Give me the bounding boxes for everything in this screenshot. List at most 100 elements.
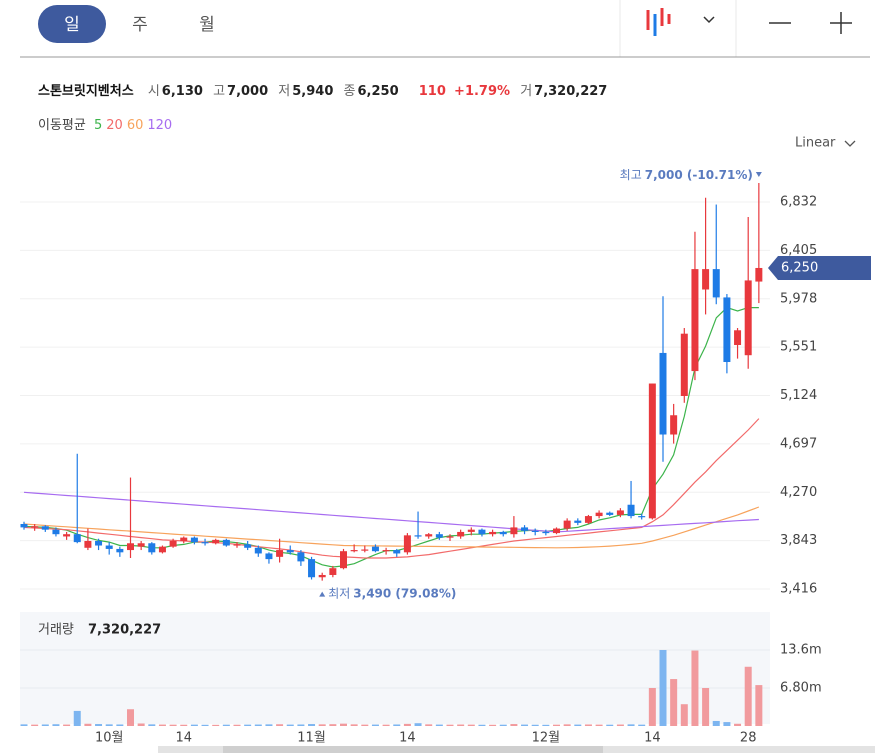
x-tick-label: 28 bbox=[740, 731, 757, 746]
annotation-marker bbox=[755, 172, 762, 178]
volume-bar bbox=[638, 724, 646, 726]
tab[interactable]: 월 bbox=[199, 15, 215, 35]
legend-entry: 120 bbox=[147, 118, 172, 133]
volume-bar bbox=[489, 724, 497, 726]
candle-body bbox=[393, 550, 401, 554]
volume-bar bbox=[137, 723, 145, 726]
volume-bar bbox=[382, 724, 390, 726]
candle-body bbox=[105, 545, 113, 549]
field-label: 고 bbox=[213, 84, 225, 99]
legend-entry: 20 bbox=[106, 118, 123, 133]
volume-bar bbox=[31, 724, 39, 726]
annotation-label: 최고 bbox=[620, 168, 642, 182]
y-tick-label: 13.6m bbox=[780, 643, 822, 658]
volume-bar bbox=[712, 720, 720, 726]
volume-bar bbox=[318, 724, 326, 726]
volume-bar bbox=[680, 704, 688, 726]
candle-body bbox=[435, 534, 443, 538]
volume-bar bbox=[414, 723, 422, 726]
volume-bar bbox=[361, 724, 369, 726]
y-tick-label: 6,405 bbox=[780, 243, 817, 258]
candle-body bbox=[574, 520, 582, 523]
annotation-low: 최저 3,490 (79.08%) bbox=[328, 586, 456, 600]
volume-bar bbox=[627, 724, 635, 726]
candle-body bbox=[201, 542, 209, 544]
scale-select[interactable]: Linear bbox=[795, 136, 836, 151]
candle-body bbox=[276, 550, 284, 557]
volume-bar bbox=[212, 724, 220, 726]
candle-body bbox=[308, 559, 316, 578]
volume-bar bbox=[744, 666, 752, 726]
candle-body bbox=[222, 539, 230, 546]
candle-body bbox=[734, 330, 742, 346]
candle-body bbox=[137, 543, 145, 547]
annotation-label: 최저 bbox=[328, 586, 350, 600]
y-tick-label: 6,832 bbox=[780, 195, 817, 210]
volume-bar bbox=[254, 724, 262, 726]
volume-bar bbox=[755, 685, 763, 726]
volume-bar bbox=[308, 724, 316, 726]
candle-body bbox=[584, 516, 592, 523]
volume-bar bbox=[148, 724, 156, 726]
candle-body bbox=[180, 537, 188, 541]
candle-body bbox=[84, 540, 92, 548]
volume-bar bbox=[105, 724, 113, 726]
candle-body bbox=[116, 548, 124, 553]
volume-bar bbox=[574, 724, 582, 726]
volume-bar bbox=[158, 724, 166, 726]
scrollbar-thumb[interactable] bbox=[223, 746, 603, 753]
candle-body bbox=[467, 529, 475, 532]
tab[interactable]: 주 bbox=[132, 15, 148, 35]
volume-bar bbox=[435, 724, 443, 726]
candle-body bbox=[382, 550, 390, 552]
tab-active[interactable] bbox=[38, 5, 106, 43]
candle-body bbox=[361, 549, 369, 551]
candle-body bbox=[190, 537, 198, 543]
candle-body bbox=[680, 333, 688, 396]
volume-bar bbox=[297, 724, 305, 726]
candle-body bbox=[95, 540, 103, 546]
candle-body bbox=[127, 543, 134, 551]
volume-bar bbox=[41, 724, 49, 726]
volume-bar bbox=[180, 724, 188, 726]
volume-bar bbox=[116, 724, 124, 726]
candle-body bbox=[531, 530, 539, 532]
volume-bar bbox=[127, 709, 134, 726]
dropdown-icon[interactable] bbox=[844, 140, 856, 147]
volume-bar bbox=[63, 724, 71, 726]
annotation-high: 최고 7,000 (-10.71%) bbox=[620, 168, 753, 182]
volume-bar bbox=[542, 724, 550, 726]
candle-body bbox=[244, 544, 252, 548]
y-tick-label: 5,551 bbox=[780, 340, 817, 355]
candle-body bbox=[542, 531, 550, 534]
volume-bar bbox=[169, 724, 177, 726]
volume-bar bbox=[350, 724, 358, 726]
candle-body bbox=[212, 539, 220, 544]
volume-bar bbox=[201, 724, 209, 726]
volume-title: 거래량 bbox=[38, 623, 74, 638]
candle-body bbox=[659, 352, 667, 435]
field-value: 5,940 bbox=[292, 84, 333, 99]
candle-body bbox=[606, 512, 614, 515]
zoom-in[interactable] bbox=[830, 12, 852, 34]
volume-bar bbox=[531, 724, 539, 726]
volume-bar bbox=[691, 650, 699, 726]
candle-body bbox=[553, 528, 560, 534]
volume-bar bbox=[659, 650, 667, 726]
y-tick-label: 5,978 bbox=[780, 291, 817, 306]
stock-name: 스톤브릿지벤처스 bbox=[38, 83, 134, 99]
volume-bar bbox=[73, 710, 81, 726]
candle-body bbox=[340, 551, 347, 569]
chart-type-icon[interactable] bbox=[646, 8, 671, 36]
candle-body bbox=[414, 535, 422, 537]
candle-body bbox=[169, 540, 177, 547]
volume-bar bbox=[286, 724, 294, 726]
volume-bar bbox=[606, 724, 614, 726]
tab[interactable]: 일 bbox=[64, 15, 80, 35]
change: 110 bbox=[419, 84, 446, 99]
volume-bar bbox=[84, 723, 92, 726]
y-tick-label: 3,843 bbox=[780, 533, 817, 548]
volume-bar bbox=[52, 724, 60, 726]
field-value: 7,320,227 bbox=[534, 84, 607, 99]
dropdown-icon[interactable] bbox=[703, 16, 715, 24]
